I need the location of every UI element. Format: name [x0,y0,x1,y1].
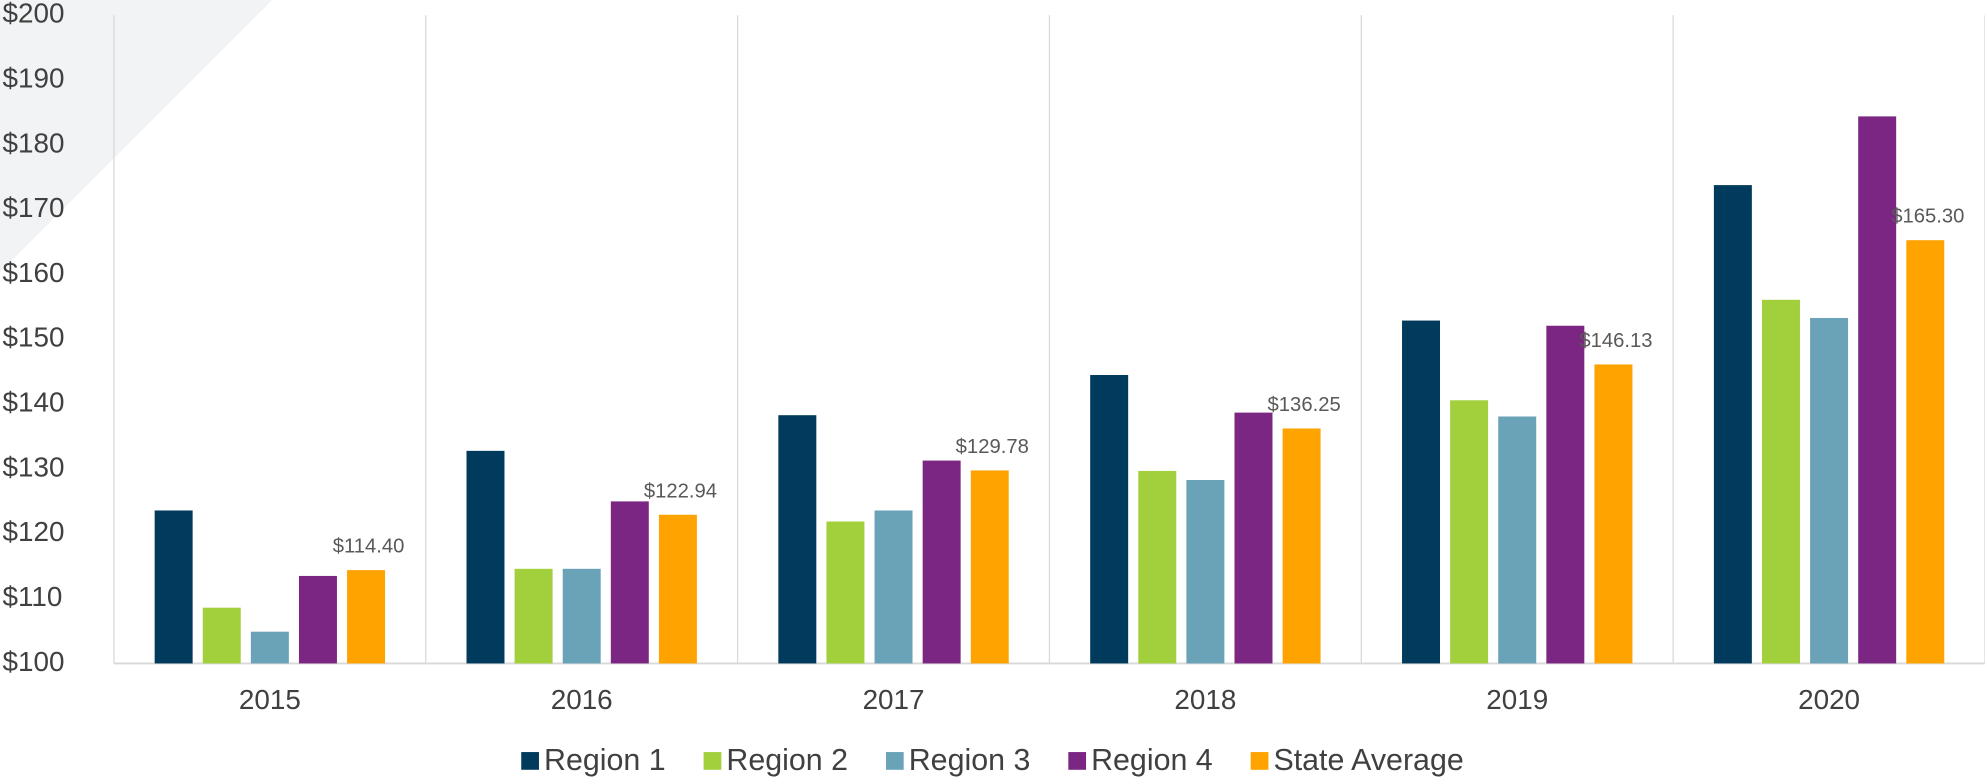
y-tick-label: $170 [3,192,65,223]
bar [562,568,601,664]
bar [1450,400,1489,664]
value-label: $122.94 [644,480,717,502]
bar [658,514,697,664]
x-tick-label: 2018 [1174,684,1236,715]
bar [874,510,913,664]
bar [1594,364,1633,664]
legend-swatch [1250,752,1269,770]
bar [1234,412,1273,664]
y-tick-label: $110 [3,581,63,612]
bar [1906,240,1945,664]
bar [922,460,961,664]
legend-label: Region 4 [1091,743,1213,777]
legend-label: Region 2 [726,743,848,777]
bar [1546,325,1585,664]
bar [1186,480,1225,664]
bar [466,450,505,664]
legend-label: Region 3 [909,743,1031,777]
y-tick-label: $200 [3,0,65,29]
x-tick-label: 2017 [863,684,925,715]
bar [1090,375,1129,664]
legend-label: Region 1 [544,743,666,777]
y-tick-label: $180 [3,127,65,158]
bar [1713,185,1752,664]
y-tick-label: $130 [3,451,65,482]
value-label: $136.25 [1268,394,1341,416]
bar [250,631,289,664]
value-label: $146.13 [1579,330,1652,352]
bar [610,501,649,664]
x-tick-label: 2015 [239,684,301,715]
bar [1138,470,1177,664]
bar [1498,416,1537,664]
x-tick-label: 2016 [551,684,613,715]
bar [970,470,1009,664]
bar [1810,317,1849,664]
y-tick-label: $120 [3,516,65,547]
bar [202,607,241,664]
y-tick-label: $140 [3,387,65,418]
x-tick-label: 2020 [1798,684,1860,715]
bar [298,575,337,664]
bar [1761,299,1800,664]
value-label: $165.30 [1891,206,1964,228]
legend-swatch [521,752,539,770]
legend-swatch [703,752,722,770]
bar [778,415,817,664]
bar [154,510,193,664]
bar [1282,428,1321,664]
value-label: $129.78 [956,436,1029,458]
bar [347,570,386,664]
legend-swatch [1068,752,1087,770]
bar [514,568,553,664]
legend: Region 1 Region 2 Region 3 Region 4 State Av… [521,743,1464,777]
bar [1402,320,1441,664]
bar [1858,116,1897,664]
legend-swatch [885,752,904,770]
y-tick-label: $190 [3,62,65,93]
y-tick-label: $100 [3,646,65,677]
legend-label: State Average [1273,743,1463,777]
bar [826,521,865,664]
y-tick-label: $150 [3,322,65,353]
value-label: $114.40 [333,536,405,558]
decoration [0,0,273,273]
y-tick-label: $160 [3,257,65,288]
x-tick-label: 2019 [1486,684,1548,715]
